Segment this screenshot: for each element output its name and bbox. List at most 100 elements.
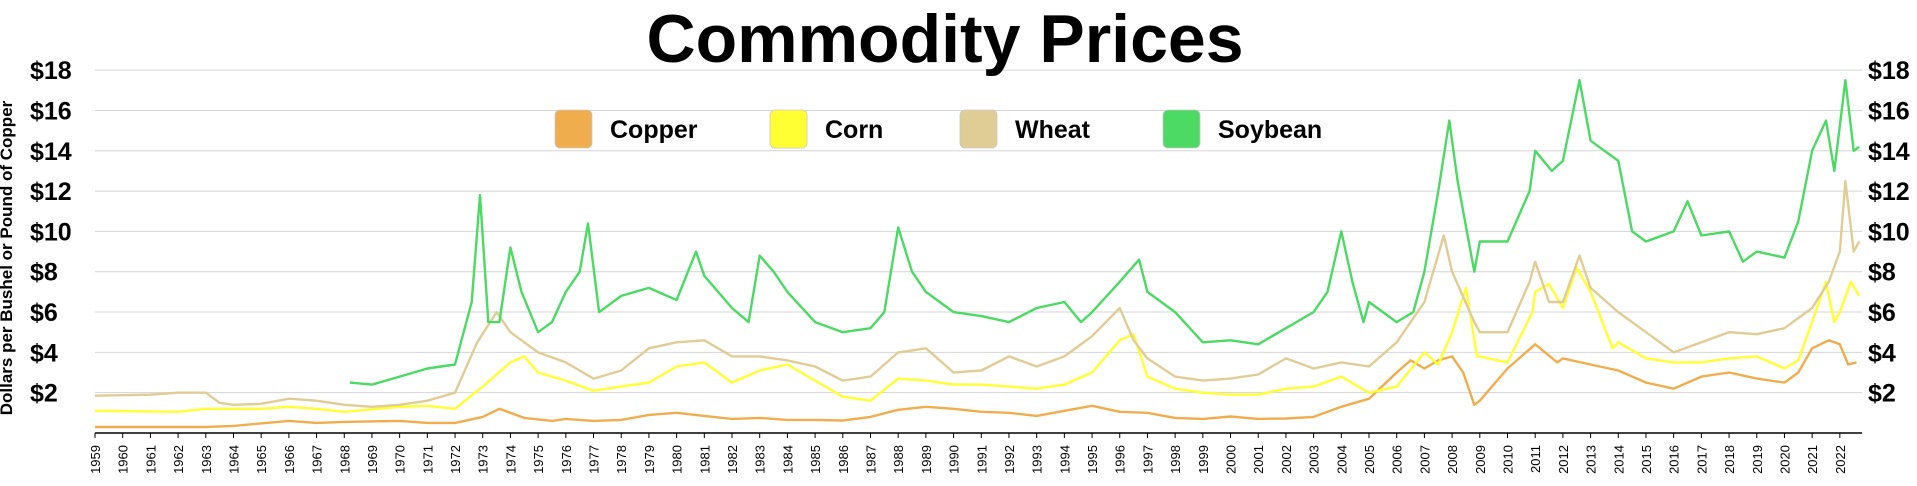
x-tick-label: 1983 [753, 445, 768, 474]
y-tick-label-right: $18 [1868, 57, 1910, 85]
x-tick-label: 1990 [947, 445, 962, 474]
x-tick-label: 1964 [226, 445, 241, 474]
x-tick-label: 2011 [1528, 445, 1543, 473]
x-tick-label: 1994 [1057, 445, 1072, 474]
y-tick-label-left: $14 [30, 138, 72, 166]
x-tick-label: 1966 [282, 445, 297, 474]
x-tick-label: 1959 [88, 445, 103, 474]
x-tick-label: 2018 [1722, 445, 1737, 474]
x-tick-label: 2006 [1390, 445, 1405, 474]
y-tick-label-right: $14 [1868, 138, 1910, 166]
y-tick-label-right: $8 [1868, 259, 1896, 287]
x-tick-label: 2016 [1667, 445, 1682, 474]
x-tick-label: 1984 [780, 445, 795, 474]
x-tick-label: 1962 [171, 445, 186, 474]
x-tick-label: 2015 [1639, 445, 1654, 474]
x-tick-label: 1972 [448, 445, 463, 474]
x-tick-label: 1961 [143, 445, 158, 474]
x-tick-label: 2021 [1805, 445, 1820, 474]
x-tick-label: 1971 [420, 445, 435, 474]
x-tick-label: 1981 [697, 445, 712, 474]
x-tick-label: 1969 [365, 445, 380, 474]
x-tick-label: 1992 [1002, 445, 1017, 474]
x-tick-label: 1975 [531, 445, 546, 474]
x-tick-label: 2010 [1500, 445, 1515, 474]
x-tick-label: 1976 [559, 445, 574, 474]
x-tick-label: 1995 [1085, 445, 1100, 474]
y-tick-label-right: $2 [1868, 380, 1896, 408]
x-tick-label: 1967 [310, 445, 325, 474]
x-tick-label: 2002 [1279, 445, 1294, 474]
y-tick-label-left: $18 [30, 57, 72, 85]
x-tick-label: 1996 [1113, 445, 1128, 474]
legend-label-wheat: Wheat [1015, 116, 1091, 144]
y-tick-label-right: $4 [1868, 339, 1896, 367]
x-tick-label: 1968 [337, 445, 352, 474]
x-tick-label: 2019 [1750, 445, 1765, 474]
legend-label-copper: Copper [610, 116, 698, 144]
y-tick-label-left: $6 [30, 299, 58, 327]
x-tick-label: 2000 [1224, 445, 1239, 474]
x-tick-label: 1974 [503, 445, 518, 474]
y-tick-label-right: $16 [1868, 97, 1910, 125]
x-tick-label: 2007 [1417, 445, 1432, 474]
legend-swatch-wheat [959, 109, 998, 149]
legend-swatch-soybean [1162, 109, 1201, 149]
x-tick-label: 1977 [587, 445, 602, 474]
x-tick-label: 1980 [670, 445, 685, 474]
x-tick-label: 2020 [1777, 445, 1792, 474]
series-line-soybean [349, 79, 1860, 386]
x-tick-label: 2022 [1833, 445, 1848, 474]
y-tick-label-left: $2 [30, 380, 58, 408]
series-lines [94, 79, 1861, 429]
x-tick-label: 2012 [1556, 445, 1571, 474]
x-tick-label: 1978 [614, 445, 629, 474]
y-tick-label-left: $12 [30, 178, 72, 206]
axes: $2 $2 $4 $4 $6 $6 $8 $8 $10 $10 $12 $12 $14 $14 $16 $16… [30, 57, 1910, 474]
y-tick-label-left: $4 [30, 339, 58, 367]
x-tick-label: 1991 [974, 445, 989, 474]
x-tick-label: 1989 [919, 445, 934, 474]
x-tick-label: 1963 [199, 445, 214, 474]
x-tick-label: 2017 [1694, 445, 1709, 474]
x-tick-label: 1965 [254, 445, 269, 474]
y-axis-label: Dollars per Bushel or Pound of Copper [0, 100, 16, 415]
x-tick-label: 1985 [808, 445, 823, 474]
legend: Copper Corn Wheat Soybean [554, 109, 1322, 149]
legend-swatch-corn [769, 109, 808, 149]
x-tick-label: 1986 [836, 445, 851, 474]
chart-title: Commodity Prices [646, 1, 1243, 77]
x-tick-label: 1982 [725, 445, 740, 474]
series-line-corn [94, 266, 1861, 413]
x-tick-label: 2014 [1611, 445, 1626, 474]
y-tick-label-right: $6 [1868, 299, 1896, 327]
legend-swatch-copper [554, 109, 593, 149]
y-tick-label-left: $16 [30, 97, 72, 125]
x-tick-label: 2009 [1473, 445, 1488, 474]
x-tick-label: 1988 [891, 445, 906, 474]
x-tick-label: 2008 [1445, 445, 1460, 474]
x-tick-label: 1960 [116, 445, 131, 474]
x-tick-label: 1979 [642, 445, 657, 474]
y-tick-label-left: $8 [30, 259, 58, 287]
x-tick-label: 1993 [1030, 445, 1045, 474]
x-tick-label: 2004 [1334, 445, 1349, 474]
x-tick-label: 1999 [1196, 445, 1211, 474]
x-tick-label: 2013 [1584, 445, 1599, 474]
x-tick-label: 1997 [1140, 445, 1155, 474]
series-line-copper [95, 339, 1857, 429]
y-tick-label-right: $12 [1868, 178, 1910, 206]
legend-label-corn: Corn [825, 116, 883, 144]
x-tick-label: 2003 [1307, 445, 1322, 474]
legend-label-soybean: Soybean [1218, 116, 1322, 144]
y-tick-label-left: $10 [30, 218, 72, 246]
x-tick-label: 1987 [863, 445, 878, 474]
series-line-wheat [94, 179, 1861, 408]
y-tick-label-right: $10 [1868, 218, 1910, 246]
x-tick-label: 1970 [393, 445, 408, 474]
x-tick-label: 1998 [1168, 445, 1183, 474]
grid [95, 69, 1862, 394]
x-tick-label: 2005 [1362, 445, 1377, 474]
